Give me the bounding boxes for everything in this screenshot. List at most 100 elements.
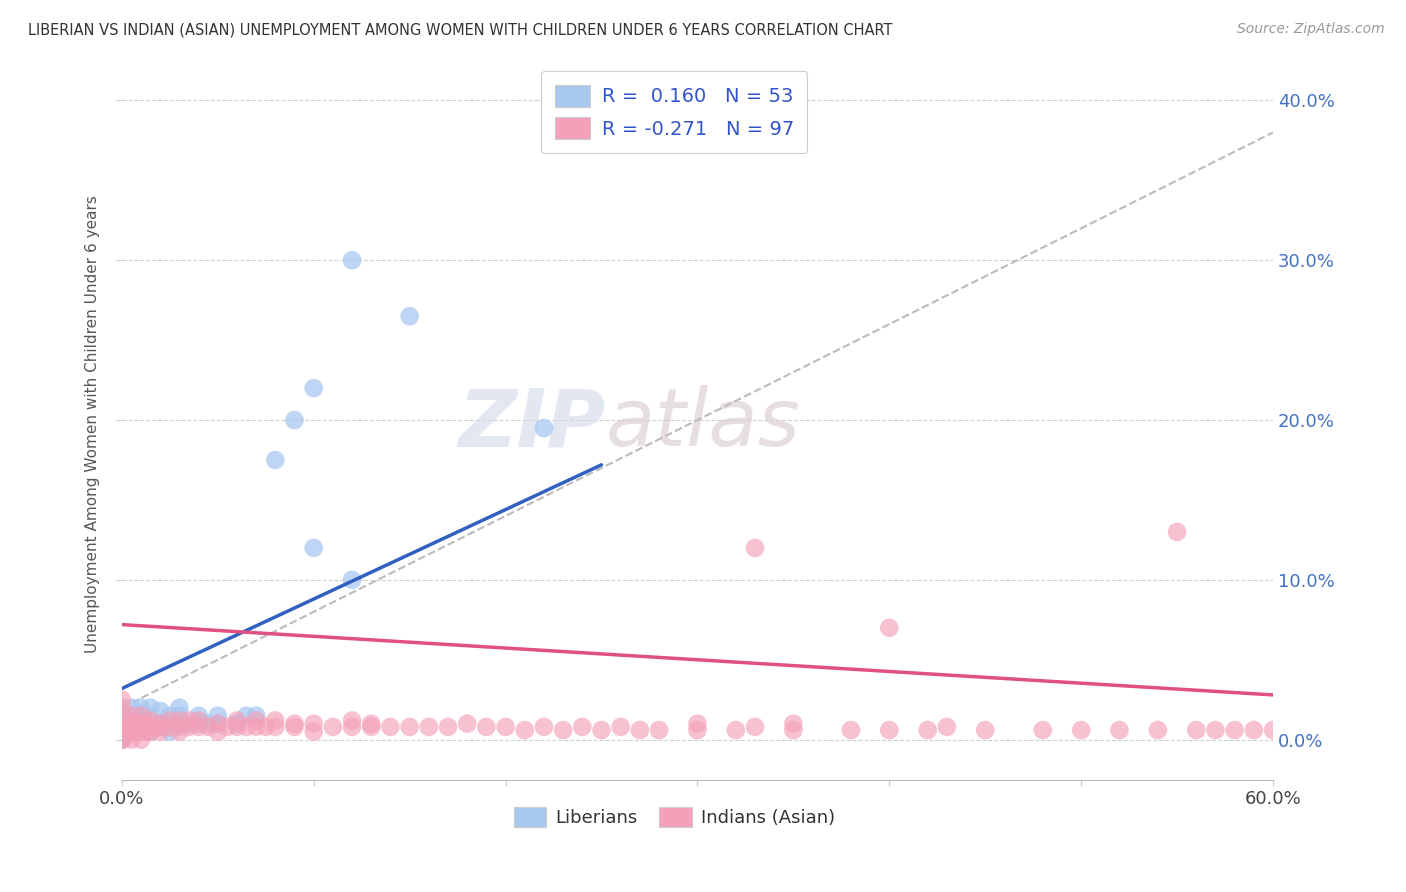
Point <box>159 720 181 734</box>
Point <box>139 720 162 734</box>
Point <box>159 716 181 731</box>
Point <box>149 716 172 731</box>
Point <box>264 453 287 467</box>
Point <box>245 720 267 734</box>
Point <box>111 724 134 739</box>
Point <box>1166 524 1188 539</box>
Point <box>111 732 134 747</box>
Point <box>197 720 219 734</box>
Point <box>398 309 420 323</box>
Point <box>456 716 478 731</box>
Point <box>437 720 460 734</box>
Point <box>129 716 152 731</box>
Point <box>169 700 191 714</box>
Point <box>111 720 134 734</box>
Point <box>475 720 498 734</box>
Point <box>724 723 747 737</box>
Point <box>120 720 142 734</box>
Point <box>264 714 287 728</box>
Point <box>129 708 152 723</box>
Point <box>553 723 575 737</box>
Point <box>648 723 671 737</box>
Point <box>129 700 152 714</box>
Point <box>111 732 134 747</box>
Point <box>135 716 157 731</box>
Point <box>533 421 555 435</box>
Point <box>127 724 149 739</box>
Point <box>129 732 152 747</box>
Point <box>877 723 900 737</box>
Point <box>591 723 613 737</box>
Point <box>177 714 200 728</box>
Point <box>398 720 420 734</box>
Point <box>1261 723 1284 737</box>
Point <box>111 700 134 714</box>
Point <box>120 724 142 739</box>
Point <box>149 704 172 718</box>
Point <box>139 724 162 739</box>
Point <box>226 720 249 734</box>
Point <box>360 716 382 731</box>
Point <box>1185 723 1208 737</box>
Point <box>159 724 181 739</box>
Point <box>302 724 325 739</box>
Point <box>111 716 134 731</box>
Point <box>120 708 142 723</box>
Point <box>1070 723 1092 737</box>
Point <box>877 621 900 635</box>
Point <box>360 720 382 734</box>
Point <box>120 724 142 739</box>
Point <box>513 723 536 737</box>
Point <box>177 716 200 731</box>
Point <box>217 720 239 734</box>
Point <box>169 708 191 723</box>
Point <box>283 720 305 734</box>
Point <box>169 714 191 728</box>
Point <box>571 720 593 734</box>
Point <box>120 720 142 734</box>
Point <box>149 716 172 731</box>
Point <box>340 573 363 587</box>
Y-axis label: Unemployment Among Women with Children Under 6 years: Unemployment Among Women with Children U… <box>86 195 100 653</box>
Point <box>149 720 172 734</box>
Point <box>145 720 167 734</box>
Point <box>1032 723 1054 737</box>
Point <box>283 413 305 427</box>
Point <box>609 720 631 734</box>
Point <box>235 720 257 734</box>
Point <box>111 732 134 747</box>
Point <box>782 716 804 731</box>
Text: atlas: atlas <box>606 385 800 463</box>
Point <box>177 720 200 734</box>
Point <box>111 732 134 747</box>
Point <box>120 708 142 723</box>
Text: LIBERIAN VS INDIAN (ASIAN) UNEMPLOYMENT AMONG WOMEN WITH CHILDREN UNDER 6 YEARS : LIBERIAN VS INDIAN (ASIAN) UNEMPLOYMENT … <box>28 22 893 37</box>
Point <box>283 716 305 731</box>
Point <box>135 720 157 734</box>
Point <box>120 732 142 747</box>
Point <box>254 720 277 734</box>
Point <box>207 724 229 739</box>
Point <box>169 720 191 734</box>
Point <box>245 714 267 728</box>
Point <box>187 714 209 728</box>
Point <box>380 720 402 734</box>
Point <box>149 724 172 739</box>
Point <box>159 708 181 723</box>
Point <box>302 541 325 555</box>
Point <box>111 716 134 731</box>
Point <box>120 700 142 714</box>
Point <box>111 708 134 723</box>
Point <box>197 716 219 731</box>
Point <box>686 716 709 731</box>
Legend: Liberians, Indians (Asian): Liberians, Indians (Asian) <box>506 799 842 835</box>
Point <box>139 724 162 739</box>
Point <box>169 724 191 739</box>
Point <box>340 720 363 734</box>
Point <box>1204 723 1226 737</box>
Point <box>207 708 229 723</box>
Point <box>302 381 325 395</box>
Point <box>207 716 229 731</box>
Point <box>169 716 191 731</box>
Point <box>127 716 149 731</box>
